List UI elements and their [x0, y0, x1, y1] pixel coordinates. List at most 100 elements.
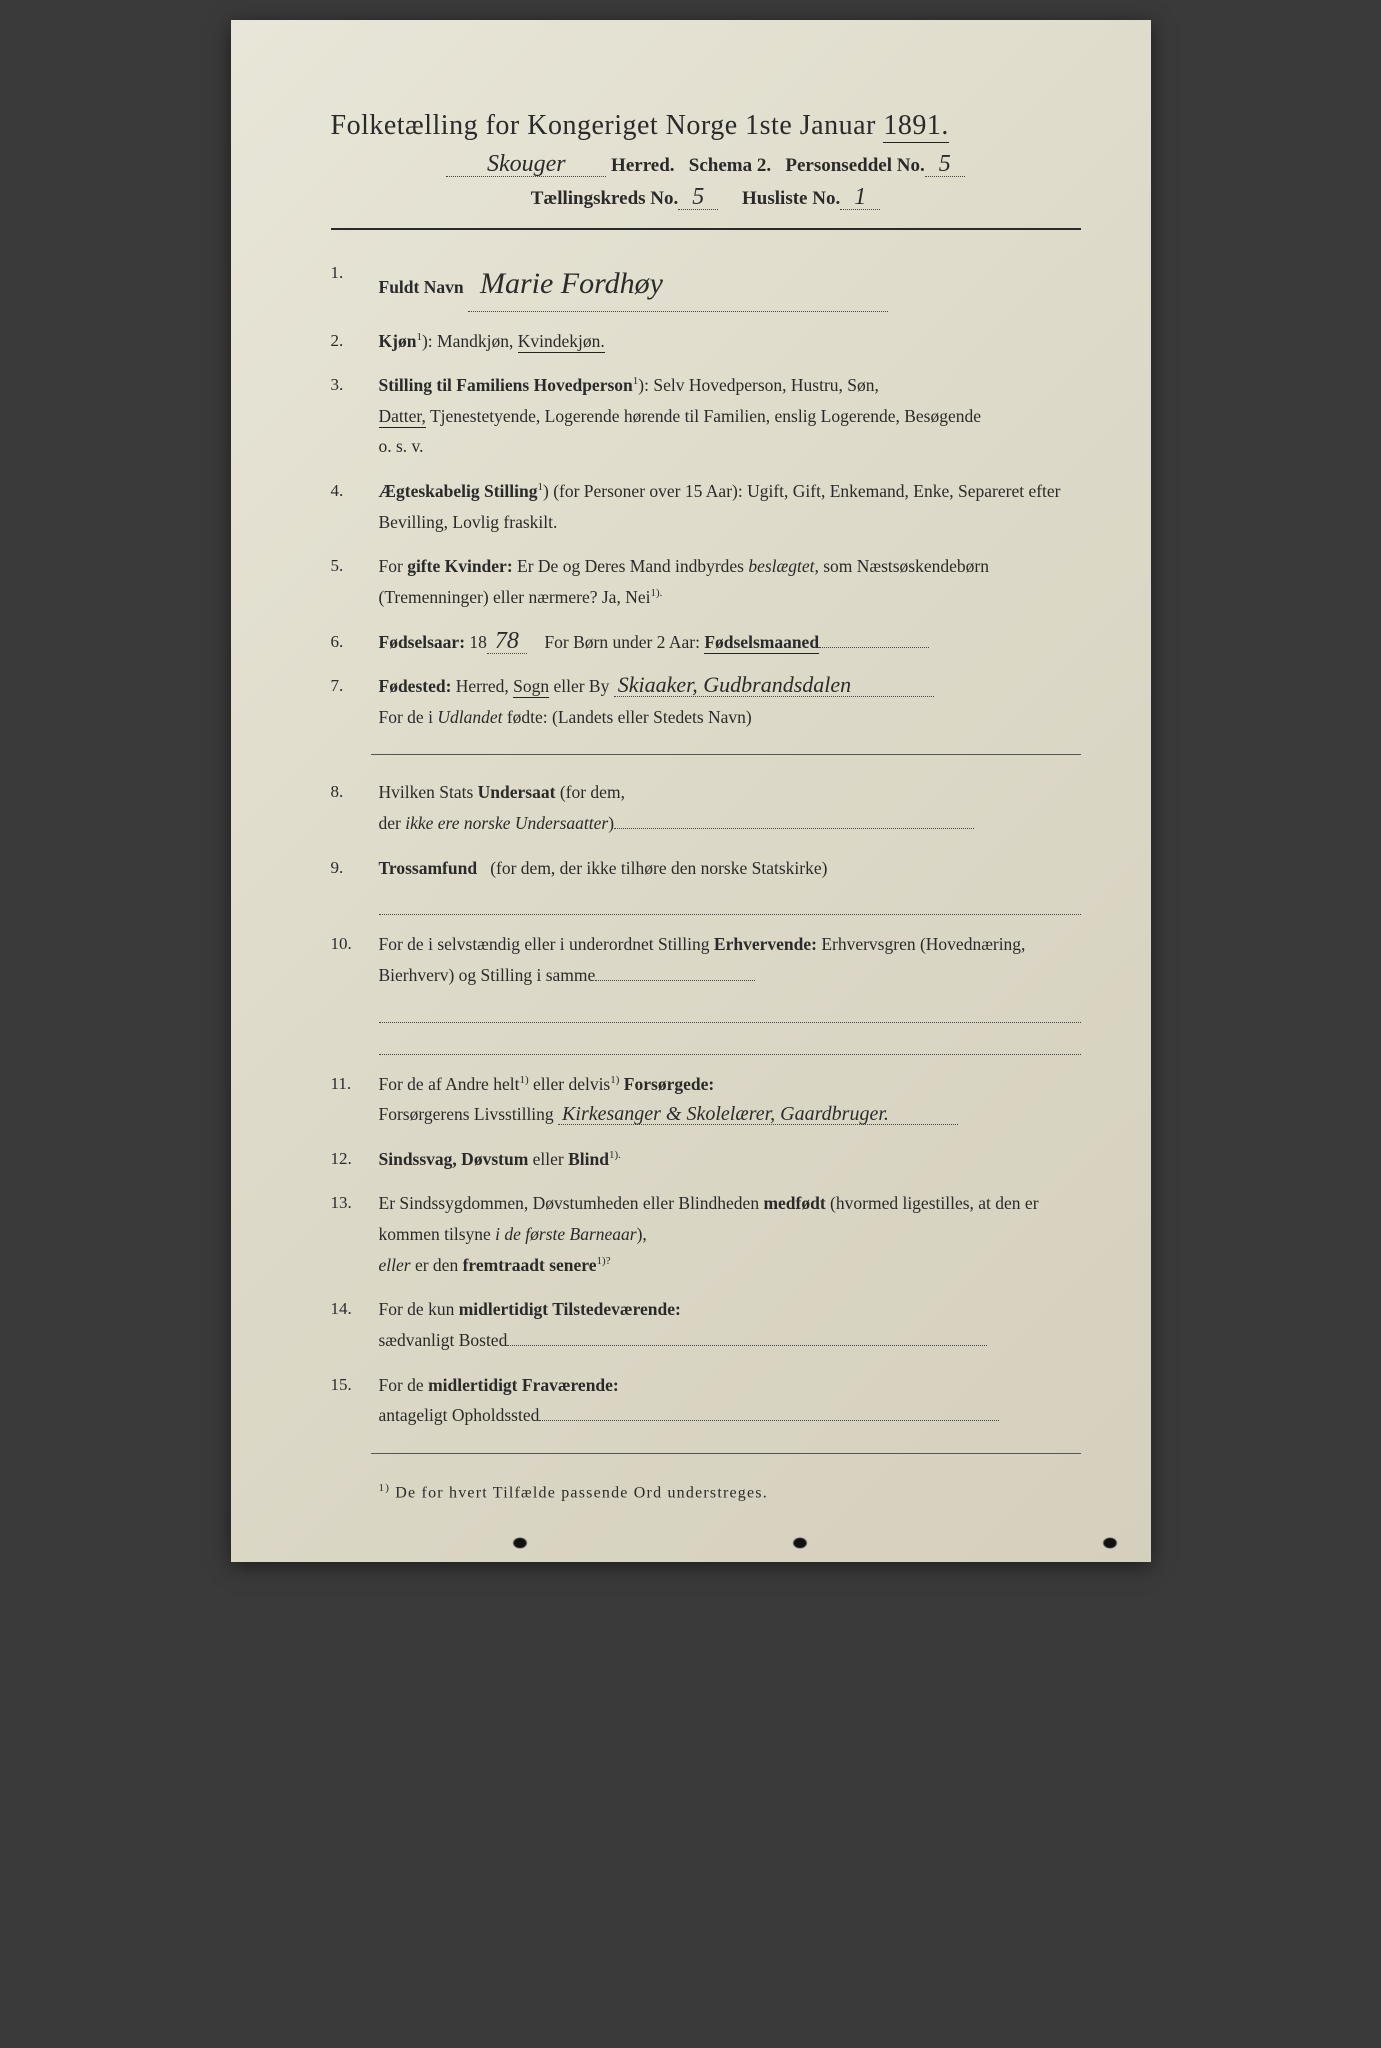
personseddel-label: Personseddel No. — [785, 155, 924, 176]
binding-mark-icon — [1101, 1536, 1119, 1550]
item-8-text-a: Hvilken Stats — [379, 782, 474, 802]
herred-label: Herred. — [611, 155, 675, 176]
item-2-label: Kjøn — [379, 331, 417, 351]
footnote-sup: 1) — [379, 1482, 391, 1494]
item-12-text-a: eller — [533, 1149, 564, 1169]
form-items: Fuldt Navn Marie Fordhøy Kjøn1): Mandkjø… — [331, 258, 1081, 732]
item-3-underlined: Datter, — [379, 406, 426, 428]
item-6-year-value: 78 — [487, 629, 527, 654]
title-year: 1891. — [883, 110, 949, 143]
item-2-sex: Kjøn1): Mandkjøn, Kvindekjøn. — [331, 326, 1081, 357]
form-subtitle-2: Tællingskreds No.5 Husliste No.1 — [331, 185, 1081, 210]
item-9-religion: Trossamfund (for dem, der ikke tilhøre d… — [331, 853, 1081, 916]
husliste-label: Husliste No. — [742, 188, 840, 209]
item-11-bold-a: Forsørgede: — [624, 1074, 714, 1094]
item-6-birthyear: Fødselsaar: 1878 For Børn under 2 Aar: F… — [331, 627, 1081, 658]
herred-value: Skouger — [446, 152, 606, 177]
item-10-bold-a: Erhvervende: — [714, 934, 817, 954]
footnote: 1) De for hvert Tilfælde passende Ord un… — [331, 1482, 1081, 1502]
item-7-text-b: eller By — [553, 676, 609, 696]
item-13-text-d: er den — [415, 1255, 458, 1275]
item-3-relation: Stilling til Familiens Hovedperson1): Se… — [331, 370, 1081, 462]
item-8-text-c: der — [379, 813, 401, 833]
item-1-name: Fuldt Navn Marie Fordhøy — [331, 258, 1081, 312]
item-7-value: Skiaaker, Gudbrandsdalen — [618, 672, 851, 697]
form-items-2: Hvilken Stats Undersaat (for dem, der ik… — [331, 777, 1081, 1430]
item-11-text-a: For de af Andre helt — [379, 1074, 520, 1094]
item-5-text-a: Er De og Deres Mand indbyrdes — [517, 556, 744, 576]
census-form-page: Folketælling for Kongeriget Norge 1ste J… — [231, 20, 1151, 1562]
item-7-label-a: Fødested: — [379, 676, 452, 696]
item-2-text-a: Mandkjøn, — [437, 331, 513, 351]
binding-mark-icon — [791, 1536, 809, 1550]
item-1-label: Fuldt Navn — [379, 277, 464, 297]
item-5-label-b: gifte Kvinder: — [407, 556, 512, 576]
item-11-sup-a: 1) — [519, 1074, 528, 1086]
item-8-citizenship: Hvilken Stats Undersaat (for dem, der ik… — [331, 777, 1081, 838]
schema-label: Schema 2. — [689, 155, 771, 176]
item-11-supported: For de af Andre helt1) eller delvis1) Fo… — [331, 1069, 1081, 1130]
item-13-text-a: Er Sindssygdommen, Døvstumheden eller Bl… — [379, 1193, 760, 1213]
item-11-text-c: Forsørgerens Livsstilling — [379, 1104, 554, 1124]
kreds-label: Tællingskreds No. — [531, 188, 678, 209]
item-11-value: Kirkesanger & Skolelærer, Gaardbruger. — [562, 1103, 889, 1125]
item-2-underlined: Kvindekjøn. — [518, 331, 605, 353]
item-7-italic-a: Udlandet — [437, 707, 502, 727]
item-7-text-d: fødte: (Landets eller Stedets Navn) — [507, 707, 752, 727]
item-14-temp-present: For de kun midlertidigt Tilstedeværende:… — [331, 1294, 1081, 1355]
kreds-value: 5 — [678, 185, 718, 210]
item-5-kinship: For gifte Kvinder: Er De og Deres Mand i… — [331, 551, 1081, 612]
item-13-italic-b: eller — [379, 1255, 411, 1275]
item-15-bold-a: midlertidigt Fraværende: — [428, 1375, 619, 1395]
item-7-text-c: For de i — [379, 707, 433, 727]
item-5-italic-a: beslægtet, — [748, 556, 818, 576]
item-11-sup-b: 1) — [610, 1074, 619, 1086]
header-rule — [331, 228, 1081, 230]
item-12-bold-a: Sindssvag, Døvstum — [379, 1149, 529, 1169]
item-3-text-a: Selv Hovedperson, Hustru, Søn, — [653, 375, 879, 395]
item-6-year-prefix: 18 — [469, 632, 487, 652]
item-12-sup: 1). — [609, 1149, 621, 1161]
item-7-text-a: Herred, — [456, 676, 509, 696]
section-rule-1 — [371, 754, 1081, 755]
item-6-label-c: Fødselsmaaned — [704, 632, 819, 654]
binding-mark-icon — [511, 1536, 529, 1550]
item-14-bold-a: midlertidigt Tilstedeværende: — [459, 1299, 681, 1319]
item-13-congenital: Er Sindssygdommen, Døvstumheden eller Bl… — [331, 1188, 1081, 1280]
item-13-sup: 1)? — [597, 1255, 611, 1267]
item-14-text-b: sædvanligt Bosted — [379, 1330, 508, 1350]
item-3-label: Stilling til Familiens Hovedperson — [379, 375, 633, 395]
item-8-text-b: (for dem, — [560, 782, 625, 802]
item-5-label-a: For — [379, 556, 403, 576]
item-8-bold-a: Undersaat — [478, 782, 556, 802]
item-13-text-c: ), — [637, 1224, 647, 1244]
form-subtitle-1: Skouger Herred. Schema 2. Personseddel N… — [331, 152, 1081, 177]
item-15-text-b: antageligt Opholdssted — [379, 1405, 540, 1425]
item-13-italic-a: i de første Barneaar — [495, 1224, 636, 1244]
item-6-label-b: For Børn under 2 Aar: — [544, 632, 700, 652]
item-5-sup: 1). — [650, 587, 662, 599]
item-10-occupation: For de i selvstændig eller i underordnet… — [331, 929, 1081, 1054]
item-13-bold-b: fremtraadt senere — [463, 1255, 597, 1275]
item-3-text-b: Tjenestetyende, Logerende hørende til Fa… — [430, 406, 981, 426]
item-12-bold-b: Blind — [568, 1149, 609, 1169]
item-15-temp-absent: For de midlertidigt Fraværende: antageli… — [331, 1370, 1081, 1431]
item-4-label: Ægteskabelig Stilling — [379, 481, 538, 501]
item-6-label-a: Fødselsaar: — [379, 632, 466, 652]
item-7-underlined-a: Sogn — [513, 676, 549, 698]
item-9-text-a: (for dem, der ikke tilhøre den norske St… — [490, 858, 827, 878]
item-11-text-b: eller delvis — [533, 1074, 610, 1094]
item-3-text-c: o. s. v. — [379, 436, 424, 456]
item-10-text-a: For de i selvstændig eller i underordnet… — [379, 934, 710, 954]
item-4-marital: Ægteskabelig Stilling1) (for Personer ov… — [331, 476, 1081, 537]
husliste-value: 1 — [840, 185, 880, 210]
item-12-disability: Sindssvag, Døvstum eller Blind1). — [331, 1144, 1081, 1175]
section-rule-2 — [371, 1453, 1081, 1454]
item-7-birthplace: Fødested: Herred, Sogn eller By Skiaaker… — [331, 671, 1081, 732]
footnote-text: De for hvert Tilfælde passende Ord under… — [395, 1484, 768, 1501]
title-prefix: Folketælling for Kongeriget Norge 1ste J… — [331, 110, 884, 141]
item-1-value: Marie Fordhøy — [468, 267, 663, 300]
personseddel-value: 5 — [925, 152, 965, 177]
item-15-text-a: For de — [379, 1375, 424, 1395]
form-title: Folketælling for Kongeriget Norge 1ste J… — [331, 110, 1081, 142]
